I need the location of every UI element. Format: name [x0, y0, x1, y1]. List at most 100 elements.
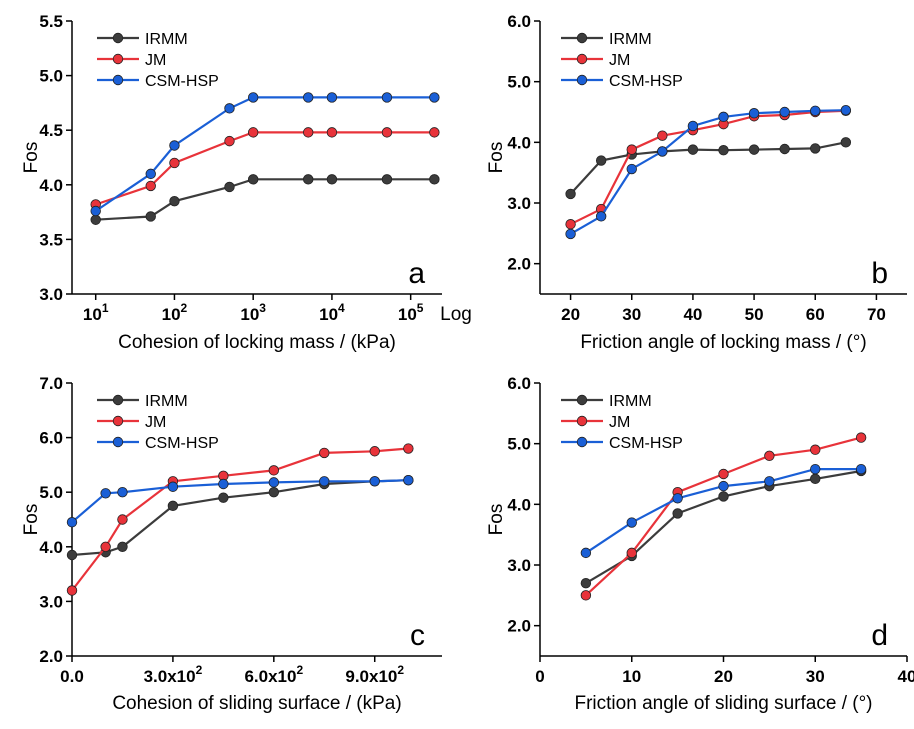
data-point	[764, 476, 775, 487]
legend-label: JM	[145, 52, 166, 69]
y-tick-label: 5.0	[507, 73, 531, 92]
legend-label: CSM-HSP	[145, 435, 219, 452]
legend-label: CSM-HSP	[609, 435, 683, 452]
series-jm	[565, 105, 852, 230]
data-point	[810, 105, 821, 116]
data-point	[303, 92, 314, 103]
y-tick-label: 3.0	[507, 556, 531, 575]
y-tick-label: 3.0	[39, 592, 63, 611]
series-line	[570, 109, 846, 226]
x-axis-label: Friction angle of locking mass / (°)	[580, 332, 866, 353]
legend-marker	[112, 53, 124, 65]
legend-entry: JM	[97, 414, 166, 431]
data-point	[764, 450, 775, 462]
data-point	[687, 144, 699, 155]
legend-marker	[576, 74, 588, 86]
data-point	[672, 508, 683, 519]
series-csm-hsp	[90, 92, 440, 217]
x-tick-label: 104	[319, 301, 345, 324]
data-point	[855, 432, 867, 443]
x-tick-label: 0	[535, 667, 544, 686]
y-tick-label: 5.5	[39, 12, 63, 31]
y-tick-label: 5.0	[39, 483, 63, 502]
y-tick-label: 3.5	[39, 230, 63, 249]
data-point	[810, 463, 821, 475]
series-csm-hsp	[565, 104, 852, 240]
legend-label: IRMM	[145, 31, 188, 48]
legend-label: JM	[609, 414, 630, 431]
x-tick-label: 10	[622, 667, 641, 686]
data-point	[326, 92, 338, 103]
x-scale-label: Log	[440, 304, 472, 325]
legend-label: JM	[145, 414, 166, 431]
legend-marker	[112, 415, 124, 427]
data-point	[145, 180, 156, 192]
x-axis-label: Cohesion of sliding surface / (kPa)	[112, 693, 401, 714]
y-tick-label: 3.0	[507, 194, 531, 213]
x-tick-label: 20	[714, 667, 733, 686]
data-point	[145, 211, 156, 222]
data-point	[169, 195, 180, 207]
x-tick-label: 0.0	[60, 667, 84, 686]
data-point	[326, 127, 338, 138]
data-point	[403, 443, 414, 454]
data-point	[626, 163, 637, 175]
legend-label: IRMM	[609, 393, 652, 410]
data-point	[167, 481, 179, 492]
data-point	[718, 491, 729, 502]
data-point	[580, 578, 592, 589]
series-irmm	[565, 137, 852, 200]
y-axis-label: Fos	[21, 142, 42, 174]
series-line	[585, 436, 862, 597]
legend-entry: CSM-HSP	[97, 435, 219, 452]
legend-marker	[576, 394, 588, 406]
legend-entry: IRMM	[561, 393, 652, 410]
x-tick-label: 60	[806, 305, 825, 324]
data-point	[247, 127, 259, 138]
data-point	[429, 92, 440, 103]
data-point	[369, 446, 380, 457]
data-point	[224, 103, 235, 114]
data-point	[100, 541, 111, 553]
series-line	[95, 131, 435, 206]
legend-label: CSM-HSP	[145, 73, 219, 90]
x-tick-label: 6.0x102	[244, 663, 303, 686]
y-axis-label: Fos	[486, 142, 507, 174]
panel-d: 2.0 3.0 4.0 5.0 6.0 0 10 20 30 40 Friction angle o…	[486, 374, 914, 714]
data-point	[268, 477, 280, 488]
panel-c: 2.0 3.0 4.0 5.0 6.0 7.0 0.0 3.0x102 6.0x102 9.0x1…	[21, 374, 442, 714]
series-line	[569, 141, 847, 195]
y-tick-label: 6.0	[507, 12, 531, 31]
data-point	[117, 514, 128, 525]
data-point	[626, 144, 637, 155]
legend-entry: CSM-HSP	[97, 73, 219, 90]
data-point	[779, 143, 790, 155]
series-line	[95, 96, 435, 212]
x-tick-label: 3.0x102	[144, 663, 203, 686]
data-point	[224, 135, 235, 147]
x-tick-label: 102	[162, 301, 188, 324]
data-point	[565, 188, 576, 200]
data-point	[167, 500, 179, 512]
legend-label: JM	[609, 52, 630, 69]
x-tick-label: 70	[867, 305, 886, 324]
data-point	[117, 487, 128, 498]
x-tick-label: 20	[561, 305, 580, 324]
data-point	[66, 549, 78, 561]
x-tick-label: 105	[398, 301, 424, 324]
y-tick-label: 3.0	[39, 285, 63, 304]
series-csm-hsp	[66, 474, 414, 528]
x-tick-label: 101	[83, 301, 109, 324]
legend-entry: CSM-HSP	[561, 435, 683, 452]
data-point	[718, 145, 729, 156]
y-tick-label: 6.0	[39, 429, 63, 448]
data-point	[66, 517, 78, 528]
series-irmm	[90, 174, 440, 225]
data-point	[748, 108, 760, 119]
data-point	[718, 468, 729, 480]
data-point	[840, 137, 852, 148]
panel-a: 3.0 3.5 4.0 4.5 5.0 5.5 101 102 103 104 105 Log Cohe…	[21, 12, 472, 353]
data-point	[319, 476, 330, 487]
data-point	[66, 585, 78, 596]
